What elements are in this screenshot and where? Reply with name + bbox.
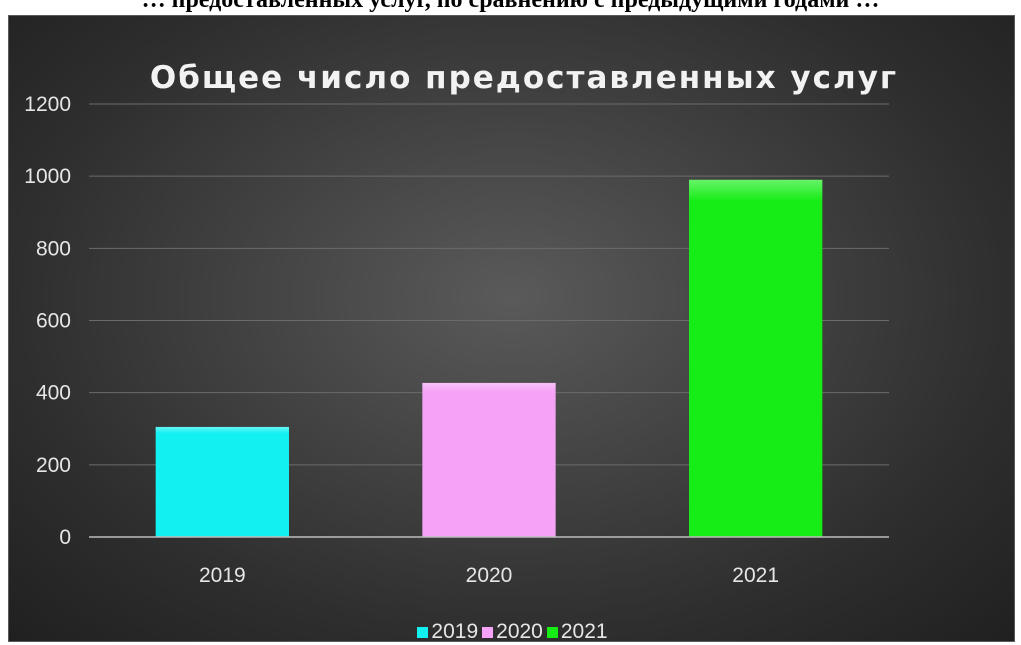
bar-chart: 0 200 400 600 800 1000 1200 2019 2020 2021 <box>24 93 889 587</box>
legend-swatch <box>482 626 494 638</box>
bar-2020 <box>422 382 556 537</box>
legend-swatch <box>546 626 558 638</box>
y-tick-label: 600 <box>36 310 71 333</box>
y-axis-ticks: 0 200 400 600 800 1000 1200 <box>24 93 71 549</box>
legend-label: 2019 <box>431 620 479 642</box>
x-tick-label: 2019 <box>199 564 246 587</box>
bar-2021 <box>689 179 823 537</box>
y-tick-label: 800 <box>36 237 71 260</box>
y-tick-label: 0 <box>59 526 71 549</box>
bar-sheen <box>689 179 823 537</box>
y-tick-label: 400 <box>36 382 71 405</box>
x-tick-label: 2020 <box>466 564 513 587</box>
legend-label: 2020 <box>496 620 543 642</box>
legend-item: 2019 <box>417 620 479 642</box>
bar-sheen <box>422 382 556 537</box>
y-tick-label: 1200 <box>24 93 71 116</box>
y-tick-label: 1000 <box>24 165 71 188</box>
bar-2019 <box>155 426 289 537</box>
page-caption: … предоставленных услуг, по сравнению с … <box>141 0 880 13</box>
x-tick-label: 2021 <box>732 564 779 587</box>
legend-item: 2021 <box>546 620 608 642</box>
legend-item: 2020 <box>482 620 543 642</box>
chart-legend: 2019 2020 2021 <box>9 620 1014 642</box>
bar-sheen <box>155 426 289 537</box>
legend-swatch <box>417 626 429 638</box>
x-axis-ticks: 2019 2020 2021 <box>199 564 779 587</box>
bars <box>155 179 823 537</box>
chart-frame: 0 200 400 600 800 1000 1200 2019 2020 2021 Общее… <box>8 15 1015 642</box>
legend-label: 2021 <box>560 620 608 642</box>
y-tick-label: 200 <box>36 454 71 477</box>
chart-title: Общее число предоставленных услуг <box>149 60 899 96</box>
